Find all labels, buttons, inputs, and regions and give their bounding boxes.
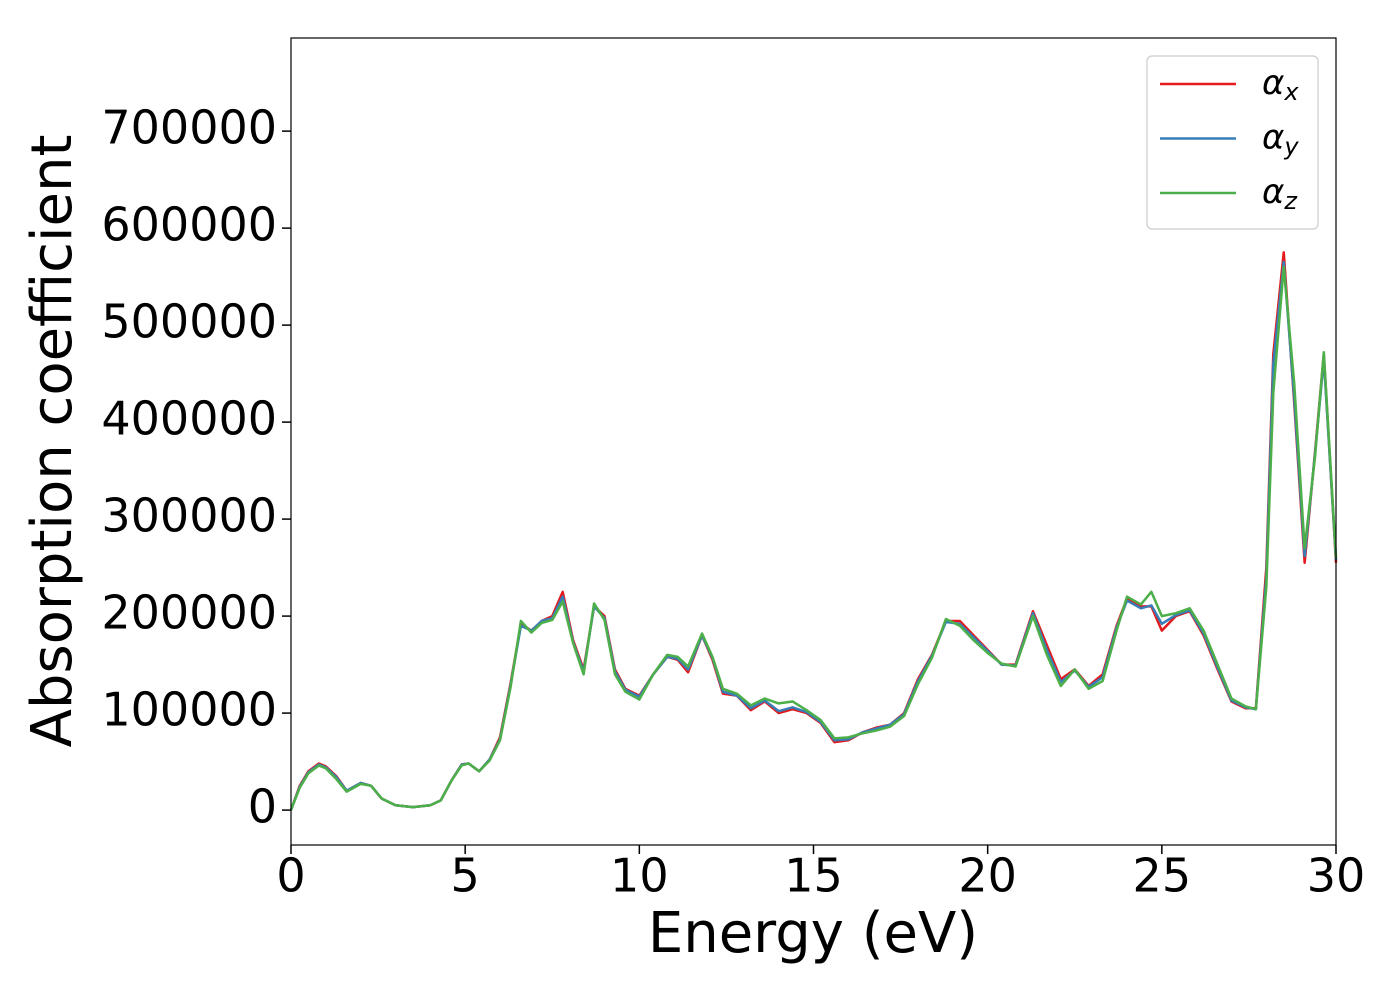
data-line [289,260,1338,811]
y-axis-label: Absorption coefficient [20,135,85,748]
x-tick-label: 10 [610,849,669,903]
y-tick-label: 700000 [101,101,277,155]
y-tick-label: 100000 [101,683,277,737]
data-line [289,251,1338,811]
legend-label: αy [1262,117,1299,161]
x-tick-label: 30 [1307,849,1366,903]
data-line [289,265,1338,811]
x-axis-label: Energy (eV) [648,901,978,966]
legend-label: αx [1262,63,1299,107]
x-tick-label: 0 [276,849,305,903]
y-tick-label: 600000 [101,198,277,252]
legend: αx αy αz [1146,55,1319,230]
legend-box [1146,55,1319,230]
y-tick-label: 200000 [101,586,277,640]
y-tick-label: 0 [248,780,277,834]
x-tick-label: 15 [784,849,843,903]
x-tick-label: 20 [958,849,1017,903]
x-tick-label: 5 [451,849,480,903]
y-tick-label: 400000 [101,392,277,446]
legend-label: αz [1262,172,1298,216]
y-tick-label: 300000 [101,489,277,543]
y-tick-label: 500000 [101,295,277,349]
x-tick-label: 25 [1133,849,1192,903]
plot-frame [290,37,1337,846]
